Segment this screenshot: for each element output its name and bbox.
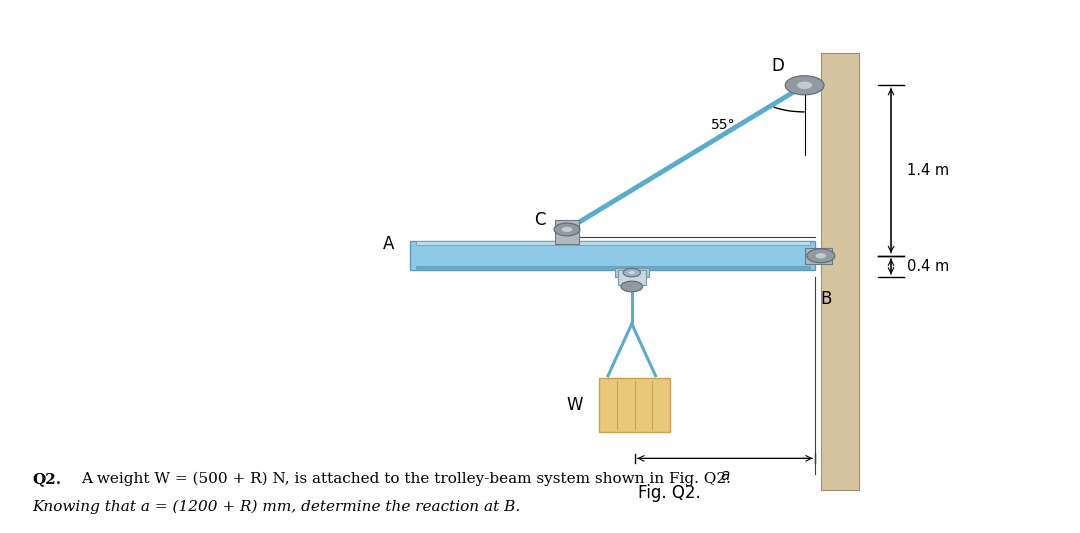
Bar	[805, 248, 832, 264]
Text: Fig. Q2.: Fig. Q2.	[638, 484, 701, 502]
Bar	[416, 266, 810, 271]
Text: D: D	[771, 56, 784, 75]
Bar	[821, 53, 859, 490]
Text: a: a	[720, 468, 730, 483]
Circle shape	[623, 269, 640, 277]
Circle shape	[621, 281, 643, 292]
Text: 0.4 m: 0.4 m	[907, 259, 949, 274]
Bar	[555, 220, 579, 244]
Text: W: W	[567, 396, 583, 414]
Circle shape	[797, 82, 812, 89]
Bar	[615, 269, 649, 277]
Text: 55°: 55°	[712, 118, 735, 132]
Text: C: C	[534, 211, 545, 229]
Text: A: A	[382, 235, 394, 253]
Circle shape	[815, 253, 826, 259]
Circle shape	[629, 271, 635, 274]
Circle shape	[785, 76, 824, 95]
Bar	[618, 271, 646, 286]
Text: Knowing that a = (1200 + R) mm, determine the reaction at B.: Knowing that a = (1200 + R) mm, determin…	[32, 500, 521, 514]
Text: 1.4 m: 1.4 m	[907, 163, 949, 178]
Bar	[410, 241, 815, 271]
Text: B: B	[821, 290, 833, 309]
Circle shape	[807, 249, 835, 263]
Text: A weight W = (500 + R) N, is attached to the trolley-beam system shown in Fig. Q: A weight W = (500 + R) N, is attached to…	[81, 472, 731, 486]
Bar	[416, 241, 810, 245]
Text: Q2.: Q2.	[32, 472, 62, 486]
Bar	[599, 378, 670, 432]
Circle shape	[562, 227, 572, 232]
Circle shape	[554, 223, 580, 236]
